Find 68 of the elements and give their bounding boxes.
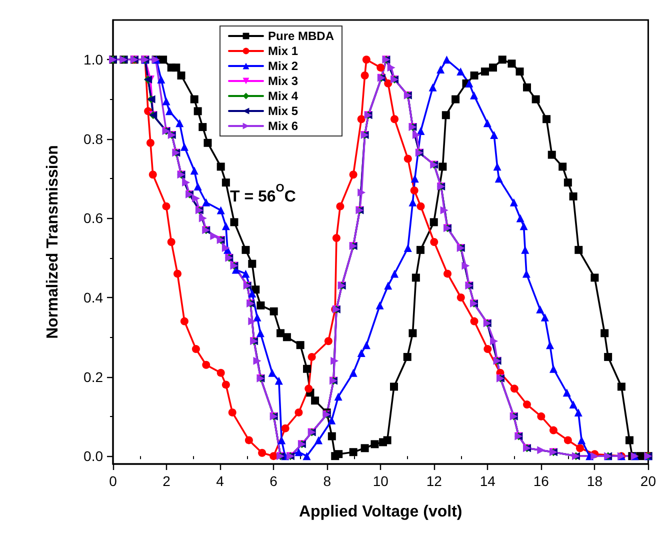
y-axis-title: Normalized Transmission [44, 145, 62, 339]
point [162, 202, 170, 210]
point [537, 412, 546, 420]
point [564, 436, 572, 444]
point [222, 380, 230, 389]
point [470, 317, 478, 326]
point [357, 115, 366, 124]
x-tick-label: 16 [533, 473, 550, 489]
legend-label: Mix 5 [268, 104, 298, 118]
legend-label: Mix 6 [268, 119, 298, 133]
point [146, 138, 154, 147]
x-tick-label: 14 [480, 473, 496, 489]
y-tick-label: 0.6 [84, 210, 104, 226]
point [484, 345, 492, 354]
x-axis-title: Applied Voltage (volt) [298, 504, 462, 520]
point [228, 408, 236, 416]
point [258, 448, 266, 457]
point [270, 452, 278, 460]
x-tick-label: 2 [162, 473, 171, 489]
legend-label: Mix 1 [268, 44, 298, 58]
point [444, 270, 452, 278]
point [148, 170, 157, 179]
x-tick-label: 4 [216, 473, 224, 489]
x-tick-label: 0 [109, 473, 118, 489]
point [294, 408, 303, 416]
point [430, 238, 438, 246]
point [308, 352, 316, 361]
y-tick-label: 1.0 [84, 52, 104, 68]
point [384, 79, 392, 88]
point [216, 368, 225, 377]
legend-label: Mix 3 [268, 74, 298, 88]
point [510, 384, 518, 393]
point [192, 345, 200, 354]
y-tick-label: 0.4 [84, 290, 104, 306]
y-tick-label: 0.0 [84, 448, 104, 464]
point [390, 115, 399, 124]
point [281, 424, 290, 432]
point [324, 337, 332, 346]
point [332, 234, 340, 242]
point [549, 426, 558, 434]
point [336, 202, 344, 210]
y-tick-label: 0.8 [84, 130, 104, 147]
legend-label: Mix 2 [268, 59, 298, 73]
point [180, 317, 188, 326]
point [244, 436, 253, 444]
point [376, 64, 385, 72]
x-tick-label: 10 [372, 473, 389, 489]
x-tick-label: 6 [270, 473, 278, 489]
x-tick-label: 20 [640, 473, 656, 489]
point [576, 444, 584, 452]
x-tick-label: 18 [586, 473, 603, 489]
x-tick-label: 8 [323, 473, 332, 489]
point [202, 360, 210, 369]
point [456, 294, 465, 302]
point [404, 154, 412, 163]
legend-label: Mix 4 [268, 89, 298, 103]
legend-label: Pure MBDA [268, 29, 334, 43]
point [522, 400, 531, 409]
y-tick-label: 0.2 [84, 368, 104, 385]
point [174, 270, 182, 278]
x-tick-label: 12 [426, 473, 442, 489]
point [362, 56, 370, 64]
point [410, 186, 418, 194]
point [416, 202, 425, 210]
point [349, 170, 358, 179]
point [360, 72, 369, 80]
point [167, 238, 176, 246]
point [304, 384, 313, 393]
